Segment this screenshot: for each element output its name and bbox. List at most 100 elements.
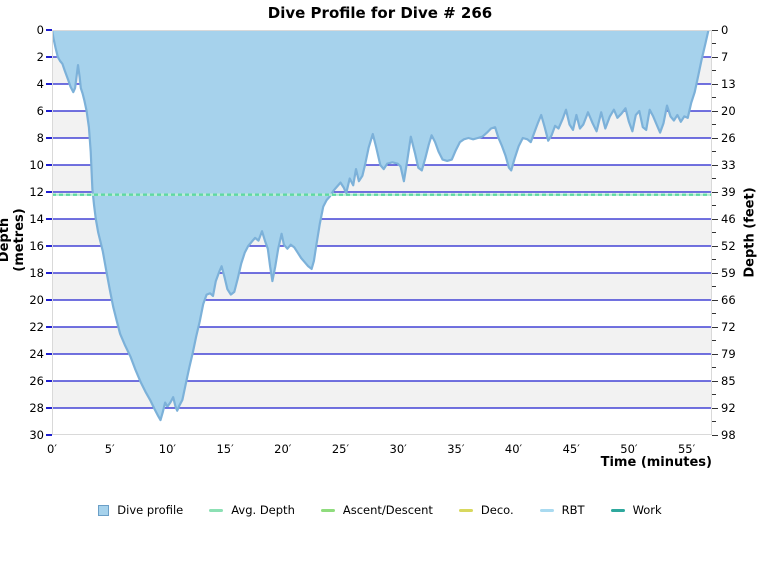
chart-title: Dive Profile for Dive # 266 <box>267 4 493 22</box>
y-tick-label-feet: 59 <box>721 266 736 280</box>
x-axis-title: Time (minutes) <box>600 455 712 470</box>
y-tick-feet-major <box>712 245 718 247</box>
y-tick-label-feet: 85 <box>721 374 736 388</box>
y-tick-feet-major <box>712 272 718 274</box>
legend-item: Work <box>610 503 662 517</box>
x-tick-label: 10′ <box>158 442 176 456</box>
plot-area <box>52 30 712 435</box>
y-tick-feet-minor <box>712 151 716 152</box>
legend-label: Deco. <box>480 503 514 517</box>
y-axis-title-metres: Depth (metres) <box>0 208 27 272</box>
y-tick-metres <box>46 380 52 382</box>
legend-swatch-line <box>458 508 473 512</box>
y-tick-feet-minor <box>712 367 716 368</box>
y-tick-feet-minor <box>712 205 716 206</box>
x-tick-label: 55′ <box>677 442 696 456</box>
y-tick-feet-major <box>712 191 718 193</box>
y-tick-metres <box>46 299 52 301</box>
y-tick-label-feet: 26 <box>721 131 736 145</box>
y-tick-metres <box>46 434 52 436</box>
y-tick-feet-major <box>712 218 718 220</box>
y-tick-label-feet: 20 <box>721 104 736 118</box>
y-tick-metres <box>46 218 52 220</box>
y-tick-label-metres: 12 <box>29 185 44 199</box>
y-tick-label-feet: 46 <box>721 212 736 226</box>
y-tick-label-metres: 2 <box>36 50 44 64</box>
y-tick-label-feet: 98 <box>721 428 736 442</box>
y-tick-feet-major <box>712 353 718 355</box>
legend-swatch-line <box>610 508 625 512</box>
x-tick-label: 0′ <box>47 442 57 456</box>
x-tick-label: 45′ <box>562 442 580 456</box>
y-axis-title-feet: Depth (feet) <box>742 187 758 278</box>
y-tick-metres <box>46 56 52 58</box>
y-tick-feet-major <box>712 380 718 382</box>
x-tick-label: 5′ <box>104 442 115 456</box>
legend-label: Dive profile <box>117 503 184 517</box>
legend-item: Deco. <box>458 503 514 517</box>
y-tick-feet-minor <box>712 232 716 233</box>
y-tick-metres <box>46 353 52 355</box>
x-tick-label: 50′ <box>620 442 638 456</box>
legend-swatch-square <box>98 504 110 516</box>
y-tick-label-metres: 24 <box>29 347 44 361</box>
y-tick-label-metres: 6 <box>36 104 44 118</box>
y-tick-label-feet: 33 <box>721 158 736 172</box>
y-tick-feet-major <box>712 83 718 85</box>
y-tick-feet-minor <box>712 259 716 260</box>
y-tick-feet-minor <box>712 340 716 341</box>
legend-item: Ascent/Descent <box>320 503 433 517</box>
y-tick-feet-major <box>712 137 718 139</box>
y-tick-feet-major <box>712 407 718 409</box>
y-tick-feet-minor <box>712 313 716 314</box>
y-tick-metres <box>46 326 52 328</box>
y-tick-label-feet: 39 <box>721 185 736 199</box>
y-tick-label-feet: 52 <box>721 239 736 253</box>
y-tick-metres <box>46 245 52 247</box>
y-tick-feet-major <box>712 56 718 58</box>
legend-label: Avg. Depth <box>231 503 295 517</box>
legend-label: RBT <box>561 503 585 517</box>
legend-swatch-line <box>539 508 554 512</box>
y-tick-label-feet: 66 <box>721 293 736 307</box>
x-tick-label: 15′ <box>216 442 234 456</box>
legend-item: RBT <box>539 503 585 517</box>
y-tick-label-feet: 13 <box>721 77 736 91</box>
y-tick-label-metres: 0 <box>36 23 44 37</box>
y-tick-metres <box>46 191 52 193</box>
y-tick-metres <box>46 164 52 166</box>
y-tick-feet-major <box>712 326 718 328</box>
y-tick-feet-major <box>712 29 718 31</box>
y-tick-label-metres: 26 <box>29 374 44 388</box>
x-tick-label: 40′ <box>504 442 523 456</box>
y-tick-label-metres: 4 <box>36 77 44 91</box>
y-tick-label-metres: 20 <box>29 293 44 307</box>
y-tick-label-feet: 79 <box>721 347 736 361</box>
y-tick-label-feet: 0 <box>721 23 729 37</box>
y-tick-label-metres: 16 <box>29 239 44 253</box>
y-tick-feet-minor <box>712 394 716 395</box>
y-tick-feet-minor <box>712 97 716 98</box>
y-tick-metres <box>46 272 52 274</box>
y-tick-feet-major <box>712 434 718 436</box>
x-tick-label: 30′ <box>389 442 407 456</box>
y-tick-feet-major <box>712 164 718 166</box>
y-tick-feet-minor <box>712 421 716 422</box>
y-tick-feet-minor <box>712 178 716 179</box>
legend-label: Ascent/Descent <box>342 503 433 517</box>
y-tick-metres <box>46 407 52 409</box>
legend-label: Work <box>632 503 662 517</box>
y-tick-metres <box>46 29 52 31</box>
y-tick-metres <box>46 83 52 85</box>
x-tick-label: 35′ <box>447 442 465 456</box>
legend-item: Avg. Depth <box>209 503 295 517</box>
y-tick-feet-minor <box>712 43 716 44</box>
legend: Dive profile Avg. Depth Ascent/Descent Deco… <box>0 503 760 517</box>
y-tick-feet-major <box>712 110 718 112</box>
y-tick-label-metres: 28 <box>29 401 44 415</box>
y-tick-label-feet: 72 <box>721 320 736 334</box>
y-tick-label-feet: 92 <box>721 401 736 415</box>
y-tick-label-metres: 18 <box>29 266 44 280</box>
x-tick-label: 25′ <box>331 442 350 456</box>
